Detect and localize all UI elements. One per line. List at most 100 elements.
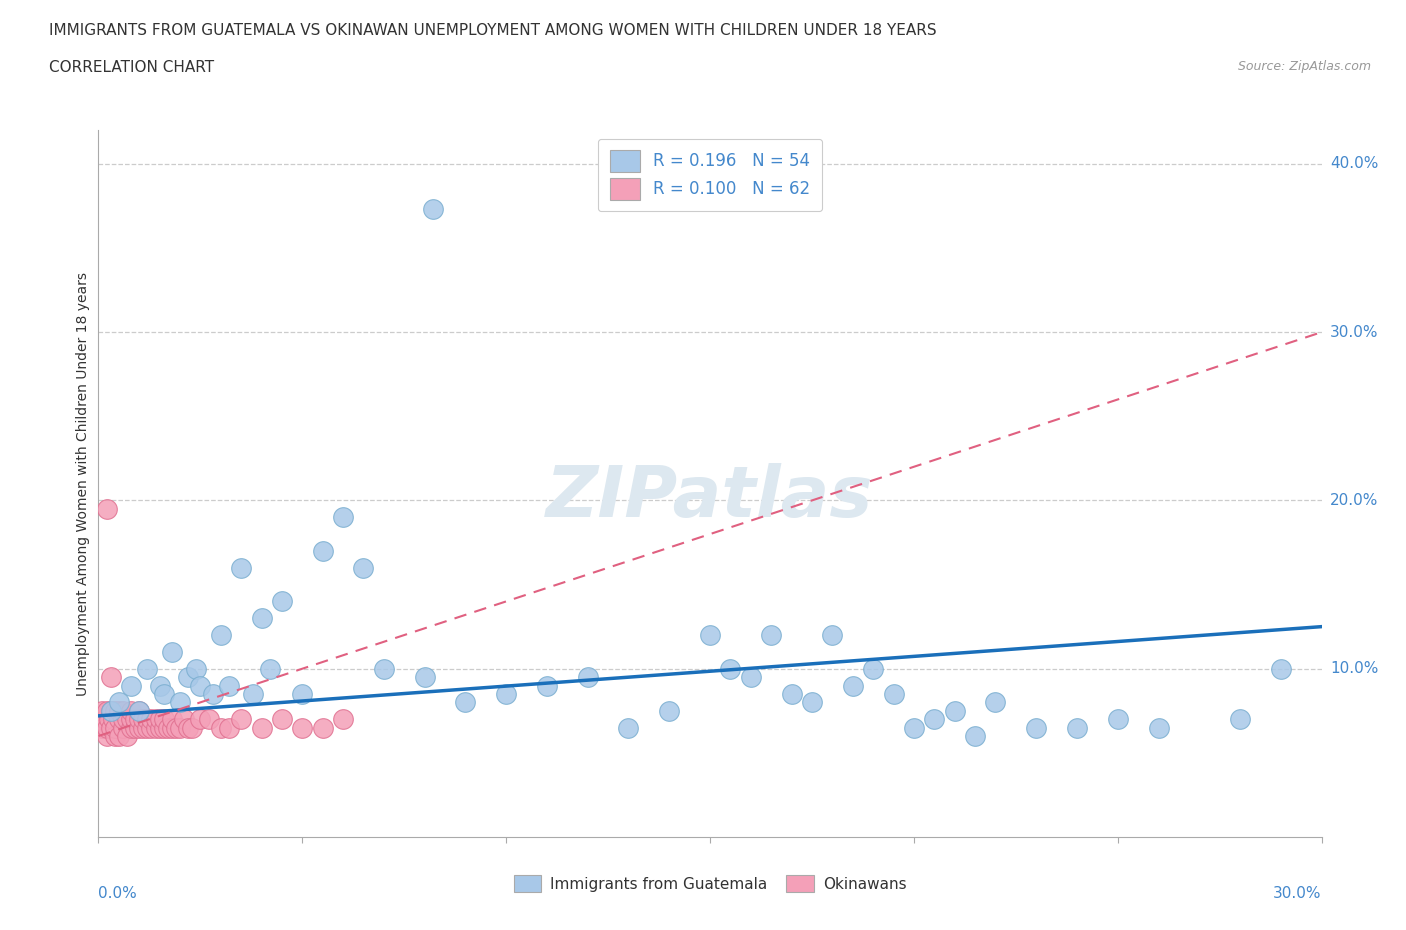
Point [128,711,150,726]
Point [96,728,118,743]
Point [862,661,884,676]
Text: 40.0%: 40.0% [1330,156,1378,171]
Point [104,728,127,743]
Point [115,711,138,726]
Point [780,686,803,701]
Legend: Immigrants from Guatemala, Okinawans: Immigrants from Guatemala, Okinawans [506,867,914,900]
Point [104,720,127,735]
Point [149,711,172,726]
Text: 0.0%: 0.0% [98,886,138,901]
Point [136,661,159,676]
Point [231,560,253,575]
Point [841,678,863,693]
Point [145,720,167,735]
Point [128,720,150,735]
Point [1147,720,1170,735]
Point [169,720,191,735]
Point [100,703,122,718]
Point [1066,720,1088,735]
Point [576,670,599,684]
Text: 30.0%: 30.0% [1330,325,1378,339]
Point [1107,711,1129,726]
Point [160,720,183,735]
Point [100,703,122,718]
Point [89,711,111,726]
Point [312,543,335,558]
Point [177,720,200,735]
Point [97,711,120,726]
Point [96,720,118,735]
Text: IMMIGRANTS FROM GUATEMALA VS OKINAWAN UNEMPLOYMENT AMONG WOMEN WITH CHILDREN UND: IMMIGRANTS FROM GUATEMALA VS OKINAWAN UN… [49,23,936,38]
Point [218,678,240,693]
Point [718,661,742,676]
Point [111,711,134,726]
Point [250,720,273,735]
Point [218,720,240,735]
Point [96,501,118,516]
Point [413,670,436,684]
Point [332,510,354,525]
Point [104,703,127,718]
Point [332,711,354,726]
Point [128,703,150,718]
Point [903,720,925,735]
Text: 20.0%: 20.0% [1330,493,1378,508]
Point [100,670,122,684]
Point [270,711,294,726]
Point [454,695,477,710]
Point [124,711,146,726]
Point [422,202,444,217]
Point [291,686,314,701]
Point [152,711,174,726]
Point [124,720,146,735]
Point [115,728,138,743]
Point [141,711,163,726]
Point [169,695,191,710]
Point [96,703,118,718]
Point [108,695,131,710]
Point [93,711,115,726]
Y-axis label: Unemployment Among Women with Children Under 18 years: Unemployment Among Women with Children U… [76,272,90,696]
Point [181,720,204,735]
Point [291,720,314,735]
Point [128,703,150,718]
Point [617,720,640,735]
Point [1270,661,1292,676]
Point [761,628,783,643]
Point [132,711,155,726]
Text: Source: ZipAtlas.com: Source: ZipAtlas.com [1237,60,1371,73]
Point [100,720,122,735]
Point [312,720,335,735]
Point [495,686,517,701]
Point [173,711,195,726]
Point [120,711,142,726]
Point [111,703,134,718]
Point [699,628,721,643]
Point [270,594,294,609]
Point [160,711,183,726]
Text: CORRELATION CHART: CORRELATION CHART [49,60,214,75]
Point [740,670,762,684]
Text: ZIPatlas: ZIPatlas [547,463,873,532]
Point [152,720,174,735]
Point [165,720,187,735]
Point [111,720,134,735]
Point [821,628,844,643]
Point [120,703,142,718]
Point [120,678,142,693]
Point [149,720,172,735]
Point [242,686,264,701]
Point [984,695,1007,710]
Point [149,678,172,693]
Text: 30.0%: 30.0% [1274,886,1322,901]
Point [101,711,124,726]
Point [160,644,183,659]
Point [1229,711,1251,726]
Point [188,711,212,726]
Point [883,686,905,701]
Point [231,711,253,726]
Point [186,661,208,676]
Point [943,703,966,718]
Point [801,695,824,710]
Point [91,720,114,735]
